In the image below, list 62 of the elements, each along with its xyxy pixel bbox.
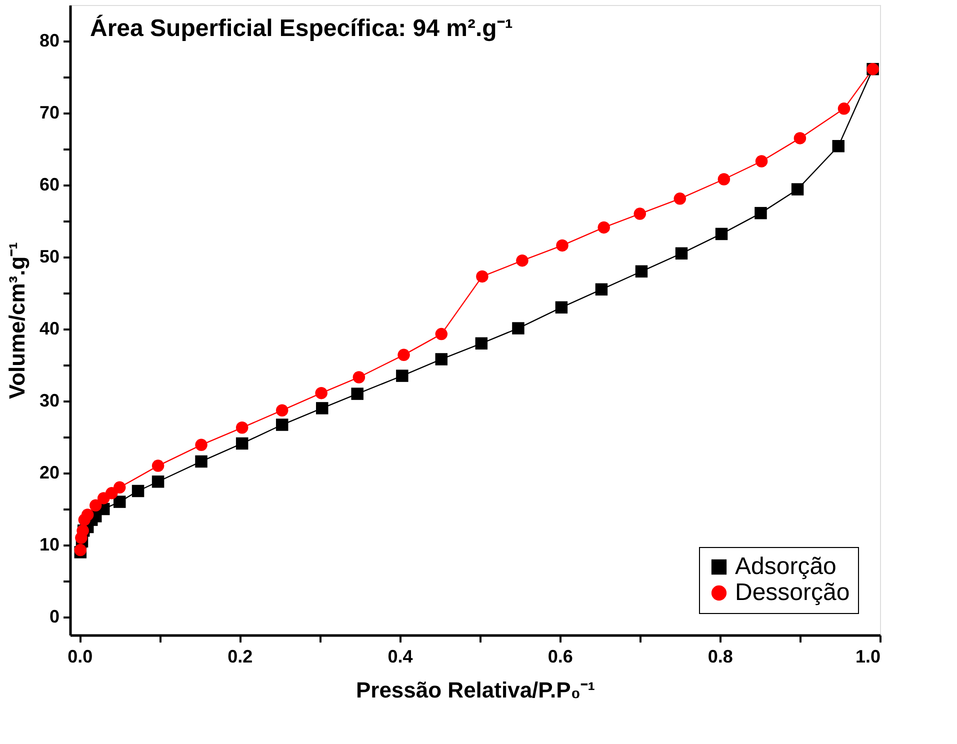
- point: [81, 508, 94, 521]
- point: [89, 499, 102, 512]
- point: [315, 386, 328, 400]
- point: [352, 371, 366, 384]
- annotation: Área Superficial Específica: 94 m².g⁻¹: [90, 14, 513, 42]
- point: [595, 283, 608, 296]
- y-tick-label: 60: [39, 174, 60, 194]
- point: [555, 301, 568, 314]
- point: [435, 353, 448, 366]
- point: [832, 140, 844, 152]
- y-axis-title: Volume/cm³.g⁻¹: [4, 242, 30, 399]
- point: [351, 388, 364, 400]
- y-tick-label: 40: [39, 318, 60, 338]
- point: [114, 496, 126, 508]
- point: [718, 173, 730, 186]
- point: [556, 239, 568, 252]
- y-tick-label: 70: [39, 102, 60, 122]
- point: [755, 155, 768, 168]
- y-tick-label: 10: [39, 534, 60, 554]
- point: [114, 481, 126, 494]
- x-tick-label: 0.6: [548, 646, 573, 666]
- point: [634, 208, 646, 220]
- y-tick-label: 30: [39, 390, 60, 410]
- y-tick-label: 80: [39, 30, 60, 50]
- x-tick-label: 0.8: [708, 646, 733, 666]
- point: [276, 404, 288, 416]
- point: [512, 322, 524, 334]
- point: [74, 544, 87, 556]
- point: [396, 370, 408, 382]
- point: [132, 484, 144, 498]
- point: [674, 192, 686, 205]
- point: [476, 270, 488, 283]
- point: [516, 254, 528, 267]
- point: [635, 265, 648, 278]
- x-tick-label: 0.4: [388, 646, 413, 666]
- x-tick-label: 0.2: [228, 646, 253, 666]
- point: [152, 476, 164, 488]
- y-tick-label: 50: [39, 246, 60, 266]
- legend-label: Dessorção: [735, 579, 850, 606]
- point: [316, 402, 328, 414]
- point: [754, 206, 767, 220]
- point: [236, 422, 248, 434]
- point: [236, 437, 248, 450]
- point: [398, 348, 410, 362]
- point: [276, 418, 288, 431]
- point: [475, 337, 488, 350]
- point: [791, 183, 804, 196]
- y-tick-label: 0: [49, 606, 60, 626]
- point: [598, 221, 610, 234]
- x-tick-label: 0.0: [68, 646, 93, 666]
- y-tick-label: 20: [39, 462, 60, 482]
- x-tick-label: 1.0: [855, 646, 880, 666]
- point: [794, 132, 806, 144]
- x-axis-title: Pressão Relativa/P.P₀⁻¹: [356, 678, 596, 702]
- point: [195, 438, 208, 452]
- point: [715, 228, 728, 240]
- point: [435, 328, 448, 340]
- point: [675, 247, 688, 260]
- point: [195, 455, 208, 468]
- legend-label: Adsorção: [735, 553, 836, 580]
- point: [838, 102, 850, 115]
- point: [152, 460, 164, 472]
